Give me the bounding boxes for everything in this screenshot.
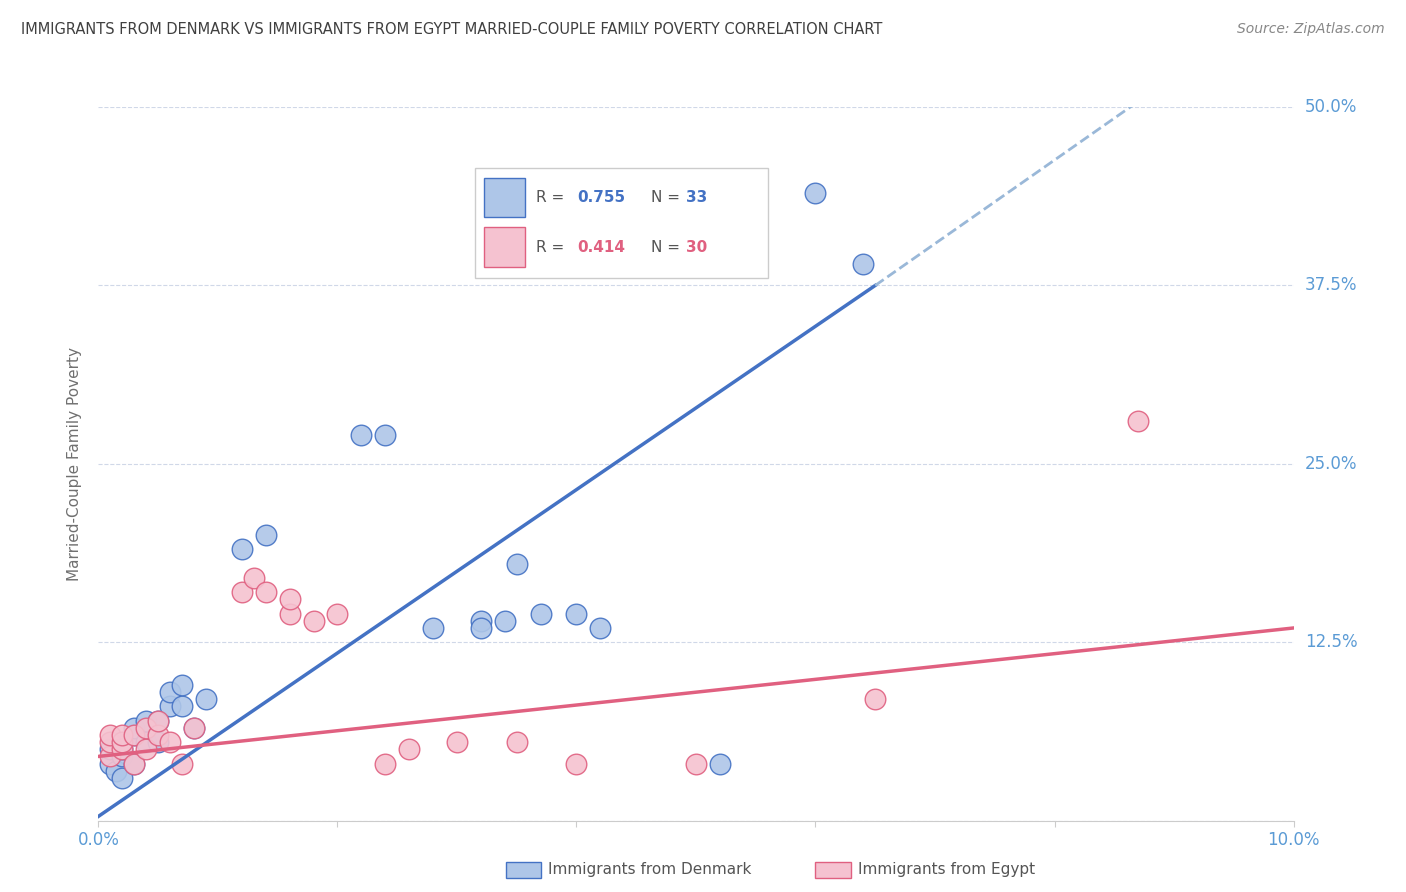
Point: [278, 592, 301, 607]
Point: [398, 742, 420, 756]
Point: [172, 699, 194, 714]
Point: [506, 735, 529, 749]
Point: [183, 721, 205, 735]
Point: [804, 186, 827, 200]
Point: [172, 756, 194, 771]
Point: [124, 728, 146, 742]
Point: [98, 742, 122, 756]
Text: 25.0%: 25.0%: [1305, 455, 1357, 473]
Point: [254, 528, 277, 542]
Point: [709, 756, 731, 771]
Point: [105, 764, 128, 778]
Point: [98, 735, 122, 749]
Text: R =: R =: [536, 190, 569, 205]
Point: [148, 735, 170, 749]
Point: [148, 714, 170, 728]
Point: [278, 607, 301, 621]
Point: [98, 728, 122, 742]
Point: [326, 607, 349, 621]
Point: [194, 692, 218, 706]
Point: [159, 685, 181, 699]
Text: Source: ZipAtlas.com: Source: ZipAtlas.com: [1237, 22, 1385, 37]
Point: [243, 571, 266, 585]
Text: R =: R =: [536, 240, 569, 255]
Point: [422, 621, 444, 635]
Point: [135, 721, 157, 735]
Point: [470, 621, 492, 635]
Text: N =: N =: [651, 190, 685, 205]
Point: [183, 721, 205, 735]
Point: [565, 607, 588, 621]
Point: [494, 614, 516, 628]
Point: [111, 749, 134, 764]
Point: [159, 699, 181, 714]
Point: [231, 542, 253, 557]
Point: [135, 742, 157, 756]
Point: [865, 692, 887, 706]
Text: IMMIGRANTS FROM DENMARK VS IMMIGRANTS FROM EGYPT MARRIED-COUPLE FAMILY POVERTY C: IMMIGRANTS FROM DENMARK VS IMMIGRANTS FR…: [21, 22, 883, 37]
Point: [446, 735, 468, 749]
FancyBboxPatch shape: [484, 227, 524, 268]
Text: 37.5%: 37.5%: [1305, 277, 1357, 294]
Point: [1128, 414, 1150, 428]
Point: [374, 428, 396, 442]
Text: 0.414: 0.414: [578, 240, 626, 255]
FancyBboxPatch shape: [484, 178, 524, 218]
Point: [111, 742, 134, 756]
Y-axis label: Married-Couple Family Poverty: Married-Couple Family Poverty: [67, 347, 83, 581]
Point: [148, 728, 170, 742]
Point: [124, 756, 146, 771]
Point: [172, 678, 194, 692]
Point: [135, 714, 157, 728]
Point: [124, 721, 146, 735]
Point: [111, 771, 134, 785]
Point: [685, 756, 707, 771]
Point: [124, 728, 146, 742]
Text: Immigrants from Egypt: Immigrants from Egypt: [858, 863, 1035, 877]
Point: [148, 714, 170, 728]
Point: [589, 621, 612, 635]
Point: [852, 257, 875, 271]
FancyBboxPatch shape: [475, 168, 768, 278]
Point: [506, 557, 529, 571]
Text: 30: 30: [686, 240, 707, 255]
Point: [135, 735, 157, 749]
Point: [374, 756, 396, 771]
Text: Immigrants from Denmark: Immigrants from Denmark: [548, 863, 752, 877]
Point: [124, 756, 146, 771]
Point: [302, 614, 325, 628]
Text: 50.0%: 50.0%: [1305, 98, 1357, 116]
Point: [565, 756, 588, 771]
Point: [111, 728, 134, 742]
Text: 12.5%: 12.5%: [1305, 633, 1357, 651]
Point: [254, 585, 277, 599]
Point: [470, 614, 492, 628]
Point: [159, 735, 181, 749]
Point: [98, 756, 122, 771]
Text: 0.755: 0.755: [578, 190, 626, 205]
Point: [98, 749, 122, 764]
Point: [529, 607, 551, 621]
Point: [350, 428, 373, 442]
Text: 33: 33: [686, 190, 707, 205]
Point: [111, 735, 134, 749]
Point: [231, 585, 253, 599]
Text: N =: N =: [651, 240, 685, 255]
Point: [111, 742, 134, 756]
